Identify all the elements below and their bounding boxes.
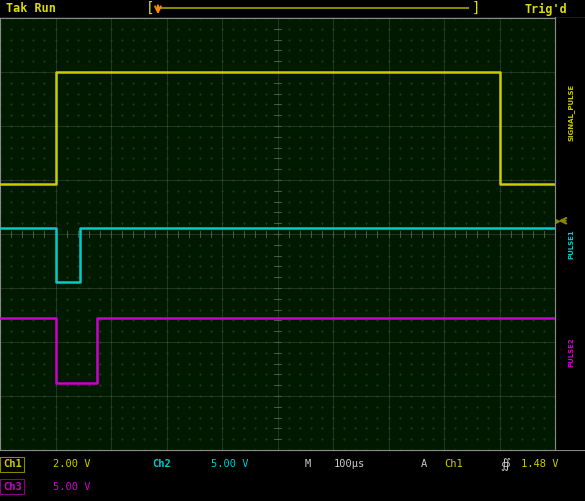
Text: ]: ]: [472, 1, 480, 15]
Text: M: M: [304, 459, 311, 469]
Text: A: A: [421, 459, 428, 469]
Text: Ch1: Ch1: [3, 459, 22, 469]
Text: Trig'd: Trig'd: [525, 3, 567, 16]
Text: 2.00 V: 2.00 V: [53, 459, 90, 469]
Text: ∯: ∯: [500, 458, 510, 471]
Text: Tak Run: Tak Run: [6, 3, 56, 16]
Text: Ch2: Ch2: [152, 459, 171, 469]
Text: Ch3: Ch3: [3, 482, 22, 491]
Text: Ch1: Ch1: [445, 459, 463, 469]
Text: PULSE2: PULSE2: [569, 338, 574, 368]
Text: 100μs: 100μs: [333, 459, 364, 469]
Text: 5.00 V: 5.00 V: [53, 482, 90, 491]
Text: SIGNAL_PULSE: SIGNAL_PULSE: [568, 84, 575, 141]
Text: 1.48 V: 1.48 V: [521, 459, 558, 469]
Text: 5.00 V: 5.00 V: [211, 459, 248, 469]
Text: [: [: [146, 1, 154, 15]
Text: PULSE1: PULSE1: [569, 229, 574, 260]
